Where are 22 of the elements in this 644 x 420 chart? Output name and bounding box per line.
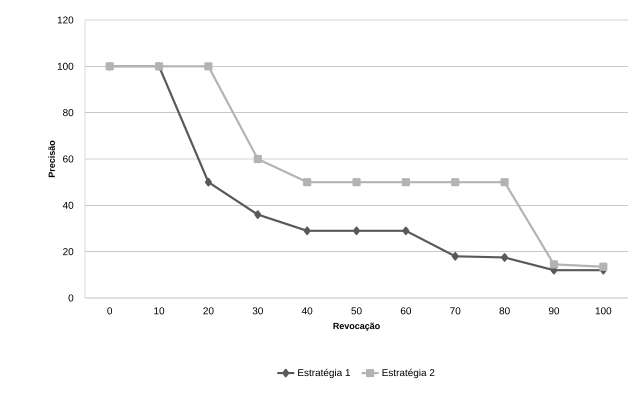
x-tick-label: 40 xyxy=(302,307,312,314)
y-axis-title: Precisão xyxy=(48,140,55,178)
y-tick-label: 80 xyxy=(63,109,74,116)
x-tick-label: 60 xyxy=(400,307,412,314)
x-tick-label: 90 xyxy=(548,307,560,314)
y-tick-label: 120 xyxy=(58,16,74,24)
x-tick-label: 100 xyxy=(596,307,612,314)
x-tick-label: 0 xyxy=(107,307,112,314)
x-tick-label: 70 xyxy=(450,307,460,314)
x-tick-label: 10 xyxy=(154,307,164,314)
x-axis-title: Revocação xyxy=(333,322,380,331)
legend-label: Estratégia 1 xyxy=(298,368,350,378)
x-tick-label: 50 xyxy=(351,307,362,314)
y-tick-label: 100 xyxy=(58,62,74,70)
y-tick-label: 60 xyxy=(63,155,74,163)
y-tick-label: 20 xyxy=(63,248,74,256)
x-tick-label: 20 xyxy=(203,307,214,314)
x-tick-label: 80 xyxy=(499,307,510,314)
x-tick-label: 30 xyxy=(252,307,263,314)
y-tick-label: 0 xyxy=(68,294,74,302)
legend-label: Estratégia 2 xyxy=(382,368,434,378)
y-tick-label: 40 xyxy=(62,202,74,209)
